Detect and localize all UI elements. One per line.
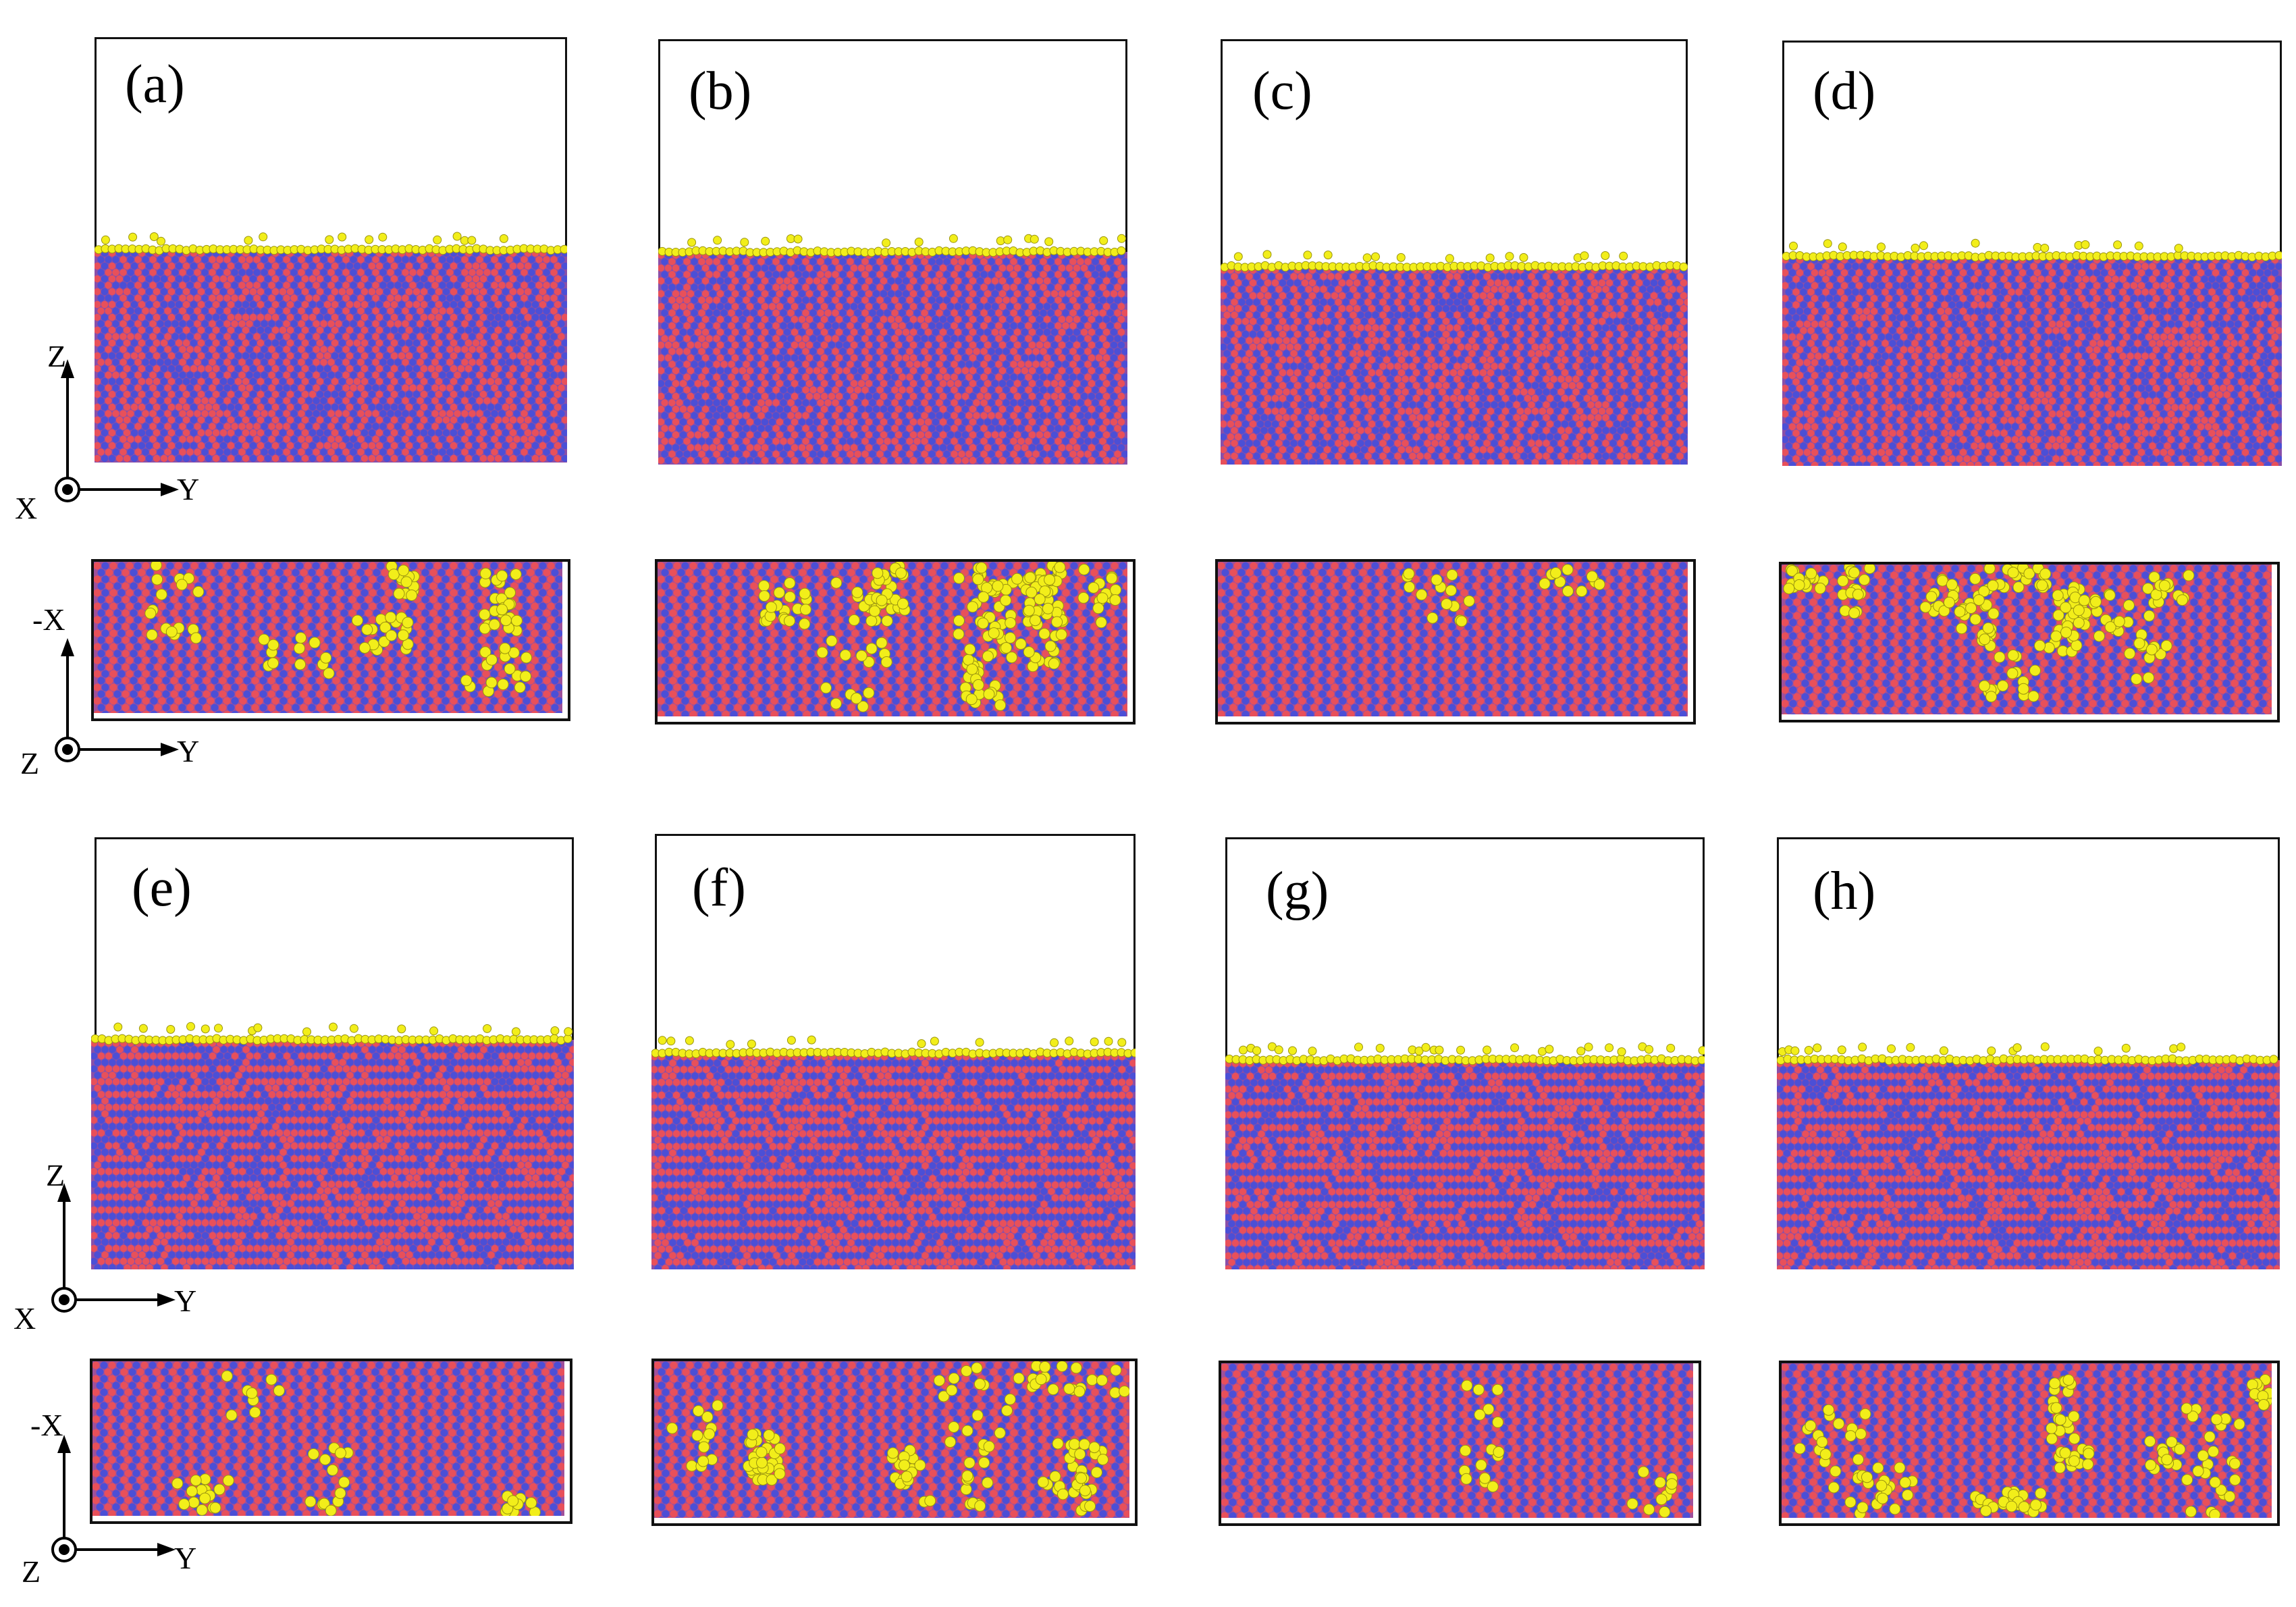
panel-h-top-view (1779, 1361, 2280, 1526)
axis-z-label-2: Z (20, 748, 39, 779)
axis-z-label-3: Z (46, 1160, 65, 1191)
panel-e-side-view (91, 1013, 574, 1269)
panel-a-top-view (91, 559, 570, 721)
panel-b-side-view (658, 225, 1127, 465)
panel-h-label: (h) (1813, 864, 1875, 918)
panel-d-side-view (1782, 230, 2282, 466)
axis-y-label-2: Y (177, 736, 199, 767)
panel-b-top-view (655, 559, 1136, 725)
axis-triad-side-1 (55, 359, 179, 502)
panel-g-label: (g) (1266, 864, 1329, 918)
axis-x-label-1: X (15, 493, 37, 524)
axis-y-label-4: Y (174, 1543, 196, 1574)
axis-triad-side-2 (51, 1183, 176, 1313)
panel-f-side-view (651, 1026, 1136, 1269)
axis-triad-top-1 (55, 638, 179, 762)
panel-e-label: (e) (132, 861, 192, 915)
panel-c-top-view (1215, 559, 1696, 725)
axis-negx-label-2: -X (30, 1410, 63, 1441)
panel-c-side-view (1221, 240, 1688, 465)
panel-d-top-view (1779, 562, 2280, 722)
axis-y-label-3: Y (174, 1286, 196, 1317)
panel-a-label: (a) (125, 57, 185, 111)
panel-b-label: (b) (689, 64, 751, 118)
panel-f-label: (f) (692, 861, 746, 915)
axis-y-label-1: Y (177, 474, 199, 505)
panel-f-top-view (651, 1359, 1138, 1526)
panel-g-top-view (1219, 1361, 1701, 1526)
axis-z-label-1: Z (47, 341, 66, 372)
panel-d-label: (d) (1813, 64, 1875, 118)
axis-z-label-4: Z (22, 1556, 41, 1587)
panel-h-side-view (1777, 1033, 2280, 1269)
panel-e-top-view (90, 1359, 572, 1524)
panel-a-side-view (95, 223, 567, 463)
axis-triad-top-2 (51, 1435, 176, 1562)
panel-g-side-view (1225, 1033, 1705, 1269)
panel-c-label: (c) (1252, 64, 1312, 118)
axis-x-label-2: X (14, 1303, 36, 1334)
axis-negx-label-1: -X (32, 604, 65, 635)
